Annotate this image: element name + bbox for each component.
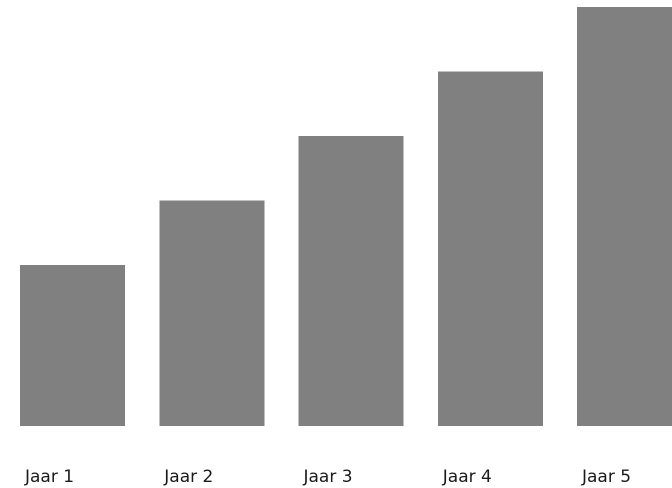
x-tick-label-jaar-1: Jaar 1	[24, 467, 74, 487]
x-tick-label-jaar-4: Jaar 4	[442, 467, 492, 487]
x-tick-label-jaar-2: Jaar 2	[163, 467, 213, 487]
bar-jaar-1	[20, 264, 125, 426]
x-tick-label-jaar-5: Jaar 5	[581, 467, 631, 487]
x-tick-label-jaar-3: Jaar 3	[303, 467, 353, 487]
bar-jaar-3	[298, 135, 404, 426]
bar-group	[20, 7, 672, 426]
bar-jaar-5	[577, 7, 672, 426]
bar-jaar-4	[437, 71, 543, 426]
category-labels: Jaar 1 Jaar 2 Jaar 3 Jaar 4 Jaar 5	[24, 467, 631, 487]
bar-jaar-2	[159, 200, 265, 426]
